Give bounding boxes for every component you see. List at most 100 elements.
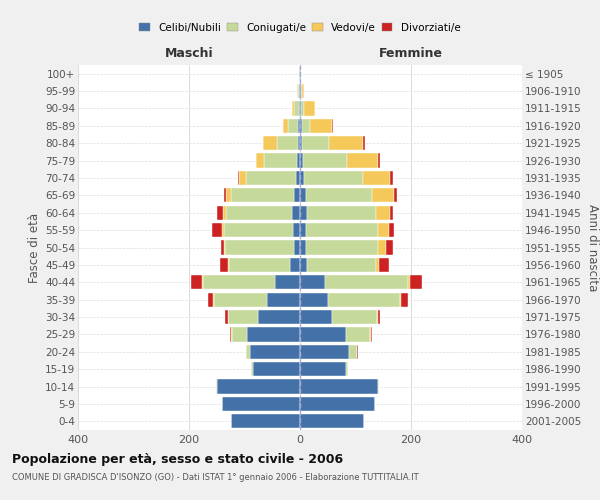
Bar xyxy=(300,414,364,428)
Bar xyxy=(217,380,300,394)
Bar xyxy=(300,206,307,220)
Bar xyxy=(376,206,390,220)
Bar xyxy=(191,275,202,289)
Bar xyxy=(300,118,302,133)
Bar xyxy=(295,188,300,202)
Bar xyxy=(239,171,245,185)
Bar xyxy=(223,206,226,220)
Bar xyxy=(238,171,239,185)
Bar xyxy=(263,136,277,150)
Y-axis label: Fasce di età: Fasce di età xyxy=(28,212,41,282)
Bar xyxy=(410,275,422,289)
Bar xyxy=(224,188,226,202)
Bar xyxy=(305,240,378,254)
Bar xyxy=(304,171,363,185)
Bar xyxy=(298,136,300,150)
Bar xyxy=(300,188,305,202)
Y-axis label: Anni di nascita: Anni di nascita xyxy=(586,204,599,291)
Bar xyxy=(266,292,300,307)
Bar xyxy=(225,310,228,324)
Bar xyxy=(300,344,349,359)
Bar xyxy=(283,118,289,133)
Bar xyxy=(389,223,394,237)
Bar xyxy=(328,292,400,307)
Bar xyxy=(298,118,300,133)
Bar xyxy=(300,275,325,289)
Bar xyxy=(378,154,380,168)
Bar xyxy=(378,380,379,394)
Bar xyxy=(372,188,394,202)
Bar xyxy=(332,310,377,324)
Bar xyxy=(305,188,372,202)
Text: Popolazione per età, sesso e stato civile - 2006: Popolazione per età, sesso e stato civil… xyxy=(12,452,343,466)
Bar xyxy=(226,188,230,202)
Bar xyxy=(379,258,389,272)
Bar xyxy=(307,206,376,220)
Bar xyxy=(346,328,370,342)
Bar xyxy=(232,328,247,342)
Bar xyxy=(302,84,304,98)
Bar xyxy=(300,171,304,185)
Bar xyxy=(394,188,397,202)
Bar xyxy=(300,292,328,307)
Bar xyxy=(251,362,253,376)
Bar xyxy=(297,84,298,98)
Bar xyxy=(302,136,329,150)
Bar xyxy=(230,414,300,428)
Bar xyxy=(386,240,392,254)
Bar xyxy=(221,240,224,254)
Bar xyxy=(301,102,304,116)
Bar xyxy=(401,292,407,307)
Bar xyxy=(363,171,391,185)
Bar xyxy=(310,118,332,133)
Bar xyxy=(214,292,266,307)
Bar xyxy=(346,362,348,376)
Bar xyxy=(256,154,264,168)
Bar xyxy=(292,102,295,116)
Bar xyxy=(371,328,372,342)
Bar xyxy=(224,240,225,254)
Bar xyxy=(250,344,300,359)
Bar xyxy=(300,240,305,254)
Bar xyxy=(296,171,300,185)
Bar xyxy=(408,275,410,289)
Bar xyxy=(376,258,379,272)
Bar xyxy=(300,136,302,150)
Bar xyxy=(277,136,298,150)
Bar xyxy=(290,258,300,272)
Bar xyxy=(307,258,376,272)
Bar xyxy=(245,344,250,359)
Bar xyxy=(300,102,301,116)
Bar xyxy=(222,223,224,237)
Text: Femmine: Femmine xyxy=(379,47,443,60)
Bar xyxy=(298,84,299,98)
Bar xyxy=(300,310,332,324)
Bar xyxy=(300,258,307,272)
Bar xyxy=(275,275,300,289)
Bar xyxy=(400,292,401,307)
Bar xyxy=(303,154,347,168)
Bar xyxy=(332,118,334,133)
Bar xyxy=(378,223,389,237)
Legend: Celibi/Nubili, Coniugati/e, Vedovi/e, Divorziati/e: Celibi/Nubili, Coniugati/e, Vedovi/e, Di… xyxy=(139,23,461,33)
Bar xyxy=(212,223,223,237)
Bar xyxy=(391,171,393,185)
Text: COMUNE DI GRADISCA D'ISONZO (GO) - Dati ISTAT 1° gennaio 2006 - Elaborazione TUT: COMUNE DI GRADISCA D'ISONZO (GO) - Dati … xyxy=(12,472,419,482)
Bar xyxy=(300,154,303,168)
Bar xyxy=(300,362,346,376)
Bar xyxy=(295,102,299,116)
Bar xyxy=(225,240,295,254)
Bar xyxy=(363,136,365,150)
Bar xyxy=(224,223,293,237)
Bar xyxy=(226,206,292,220)
Bar xyxy=(305,223,378,237)
Bar xyxy=(220,258,228,272)
Bar xyxy=(289,118,298,133)
Bar xyxy=(390,206,392,220)
Bar xyxy=(378,310,380,324)
Bar xyxy=(378,240,386,254)
Bar xyxy=(264,154,297,168)
Bar xyxy=(259,310,300,324)
Bar xyxy=(292,206,300,220)
Bar xyxy=(229,258,290,272)
